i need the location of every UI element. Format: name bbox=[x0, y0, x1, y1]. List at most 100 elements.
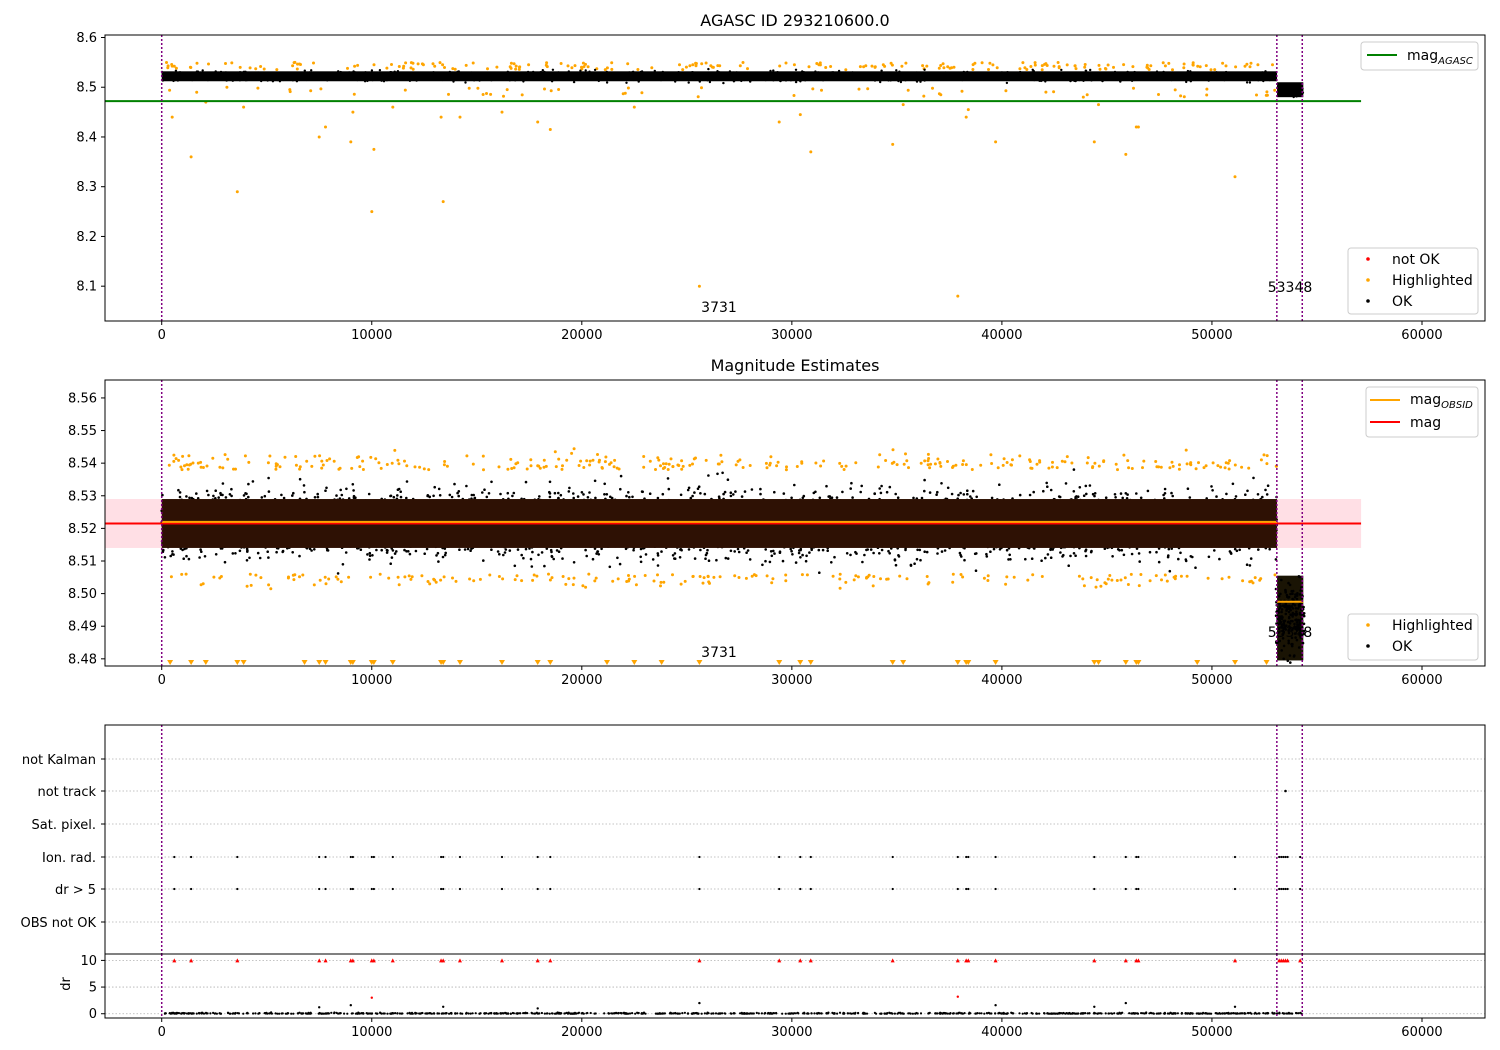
agasc-ok-point bbox=[383, 77, 386, 81]
agasc-ok-point bbox=[1182, 72, 1186, 75]
agasc-ok-point bbox=[722, 76, 726, 79]
agasc-highlighted-point bbox=[746, 67, 749, 71]
agasc-highlighted-point bbox=[1018, 67, 1022, 71]
agasc-highlighted-point bbox=[820, 88, 823, 92]
agasc-ok-point bbox=[423, 73, 426, 77]
agasc-highlighted-point bbox=[1081, 95, 1085, 99]
agasc-ok-point bbox=[787, 77, 790, 81]
estimates-ok-point bbox=[324, 489, 327, 493]
agasc-ok-point bbox=[833, 73, 836, 76]
estimates-highlighted-point bbox=[196, 461, 200, 465]
estimates-ok-point bbox=[603, 493, 606, 496]
agasc-ok-point bbox=[997, 77, 1001, 81]
agasc-ok-point bbox=[587, 75, 590, 79]
agasc-ok-point bbox=[311, 77, 314, 81]
estimates-highlighted-point bbox=[572, 447, 576, 451]
agasc-ok-point bbox=[893, 73, 896, 76]
agasc-highlighted-point bbox=[1249, 61, 1253, 65]
agasc-ok-point bbox=[814, 70, 817, 73]
agasc-ok-point bbox=[1091, 75, 1095, 79]
agasc-ok-point bbox=[255, 75, 258, 78]
agasc-ok-point bbox=[1098, 76, 1101, 79]
estimates-highlighted-point bbox=[379, 466, 383, 470]
agasc-late-ok-point bbox=[1287, 90, 1291, 94]
agasc-ok-point bbox=[1242, 72, 1246, 76]
estimates-ok-point bbox=[1093, 494, 1096, 498]
estimates-highlighted-point bbox=[662, 462, 665, 466]
agasc-highlighted-point bbox=[520, 93, 524, 97]
estimates-ok-point bbox=[729, 549, 733, 553]
estimates-ok-point bbox=[163, 556, 167, 559]
agasc-ok-point bbox=[278, 75, 281, 78]
agasc-ok-point bbox=[718, 77, 722, 80]
agasc-ok-point bbox=[1075, 71, 1079, 74]
estimates-highlighted-point bbox=[369, 575, 373, 579]
agasc-ok-point bbox=[931, 78, 934, 81]
agasc-ok-point bbox=[545, 74, 549, 77]
agasc-ok-point bbox=[212, 72, 215, 75]
estimates-highlighted-point bbox=[1001, 463, 1005, 467]
agasc-ok-point bbox=[1039, 75, 1042, 78]
agasc-highlighted-point bbox=[353, 64, 357, 68]
agasc-ok-point bbox=[574, 73, 577, 77]
agasc-ok-point bbox=[778, 79, 782, 82]
estimates-highlighted-point bbox=[1126, 459, 1130, 463]
agasc-ok-point bbox=[1229, 78, 1232, 81]
estimates-ok-point bbox=[1103, 547, 1107, 550]
agasc-ok-point bbox=[452, 80, 455, 83]
agasc-highlighted-point bbox=[467, 86, 471, 90]
agasc-ok-point bbox=[1005, 76, 1009, 80]
estimates-ok-point bbox=[660, 550, 663, 553]
agasc-highlighted-point bbox=[1173, 88, 1177, 92]
estimates-highlighted-point bbox=[784, 468, 788, 472]
agasc-ytick-label-8.5: 8.5 bbox=[76, 81, 97, 96]
agasc-ok-point bbox=[677, 75, 681, 78]
estimates-highlighted-point bbox=[688, 463, 692, 467]
agasc-ok-point bbox=[975, 72, 978, 75]
agasc-ok-point bbox=[1206, 74, 1209, 78]
estimates-highlighted-point bbox=[659, 580, 663, 584]
estimates-highlighted-point bbox=[754, 574, 758, 578]
agasc-ok-point bbox=[189, 75, 192, 78]
agasc-ok-point bbox=[844, 75, 848, 79]
estimates-highlighted-point bbox=[318, 578, 322, 582]
agasc-highlighted-point bbox=[824, 66, 828, 69]
estimates-highlighted-point bbox=[764, 461, 768, 465]
agasc-late-ok-point bbox=[1299, 89, 1302, 92]
estimates-highlighted-point bbox=[871, 584, 875, 588]
agasc-ok-point bbox=[296, 73, 299, 76]
agasc-highlighted-point bbox=[1171, 68, 1174, 72]
agasc-ok-point bbox=[987, 77, 990, 80]
agasc-ok-point bbox=[448, 70, 451, 74]
agasc-ok-point bbox=[357, 73, 360, 76]
agasc-ok-point bbox=[905, 77, 909, 80]
estimates-ok-point bbox=[936, 552, 939, 555]
agasc-ok-point bbox=[470, 71, 473, 74]
agasc-ok-point bbox=[314, 74, 317, 78]
estimates-ok-point bbox=[359, 548, 363, 551]
estimates-highlighted-point bbox=[338, 466, 342, 470]
agasc-ok-point bbox=[459, 75, 463, 78]
estimates-highlighted-point bbox=[1110, 578, 1114, 582]
estimates-highlighted-point bbox=[577, 464, 581, 467]
estimates-ok-point bbox=[548, 480, 552, 484]
estimates-highlighted-point bbox=[1173, 577, 1177, 581]
agasc-ok-point bbox=[855, 71, 858, 75]
agasc-ok-point bbox=[551, 75, 555, 78]
agasc-ok-point bbox=[369, 73, 372, 76]
estimates-ok-point bbox=[872, 551, 875, 555]
agasc-ok-point bbox=[202, 77, 205, 81]
estimates-highlighted-point bbox=[1248, 580, 1252, 584]
estimates-highlighted-point bbox=[560, 467, 564, 471]
estimates-ok-point bbox=[940, 550, 944, 553]
agasc-xtick-label-60000: 60000 bbox=[1401, 328, 1442, 343]
agasc-ok-point bbox=[245, 78, 249, 82]
estimates-highlighted-point bbox=[226, 457, 230, 461]
agasc-ok-point bbox=[792, 73, 795, 76]
agasc-ok-point bbox=[661, 70, 664, 74]
estimates-ok-point bbox=[313, 496, 317, 499]
agasc-highlighted-point bbox=[696, 95, 700, 99]
agasc-highlighted-point bbox=[960, 89, 964, 93]
agasc-highlighted-point bbox=[224, 62, 227, 65]
agasc-ok-point bbox=[1209, 73, 1212, 76]
